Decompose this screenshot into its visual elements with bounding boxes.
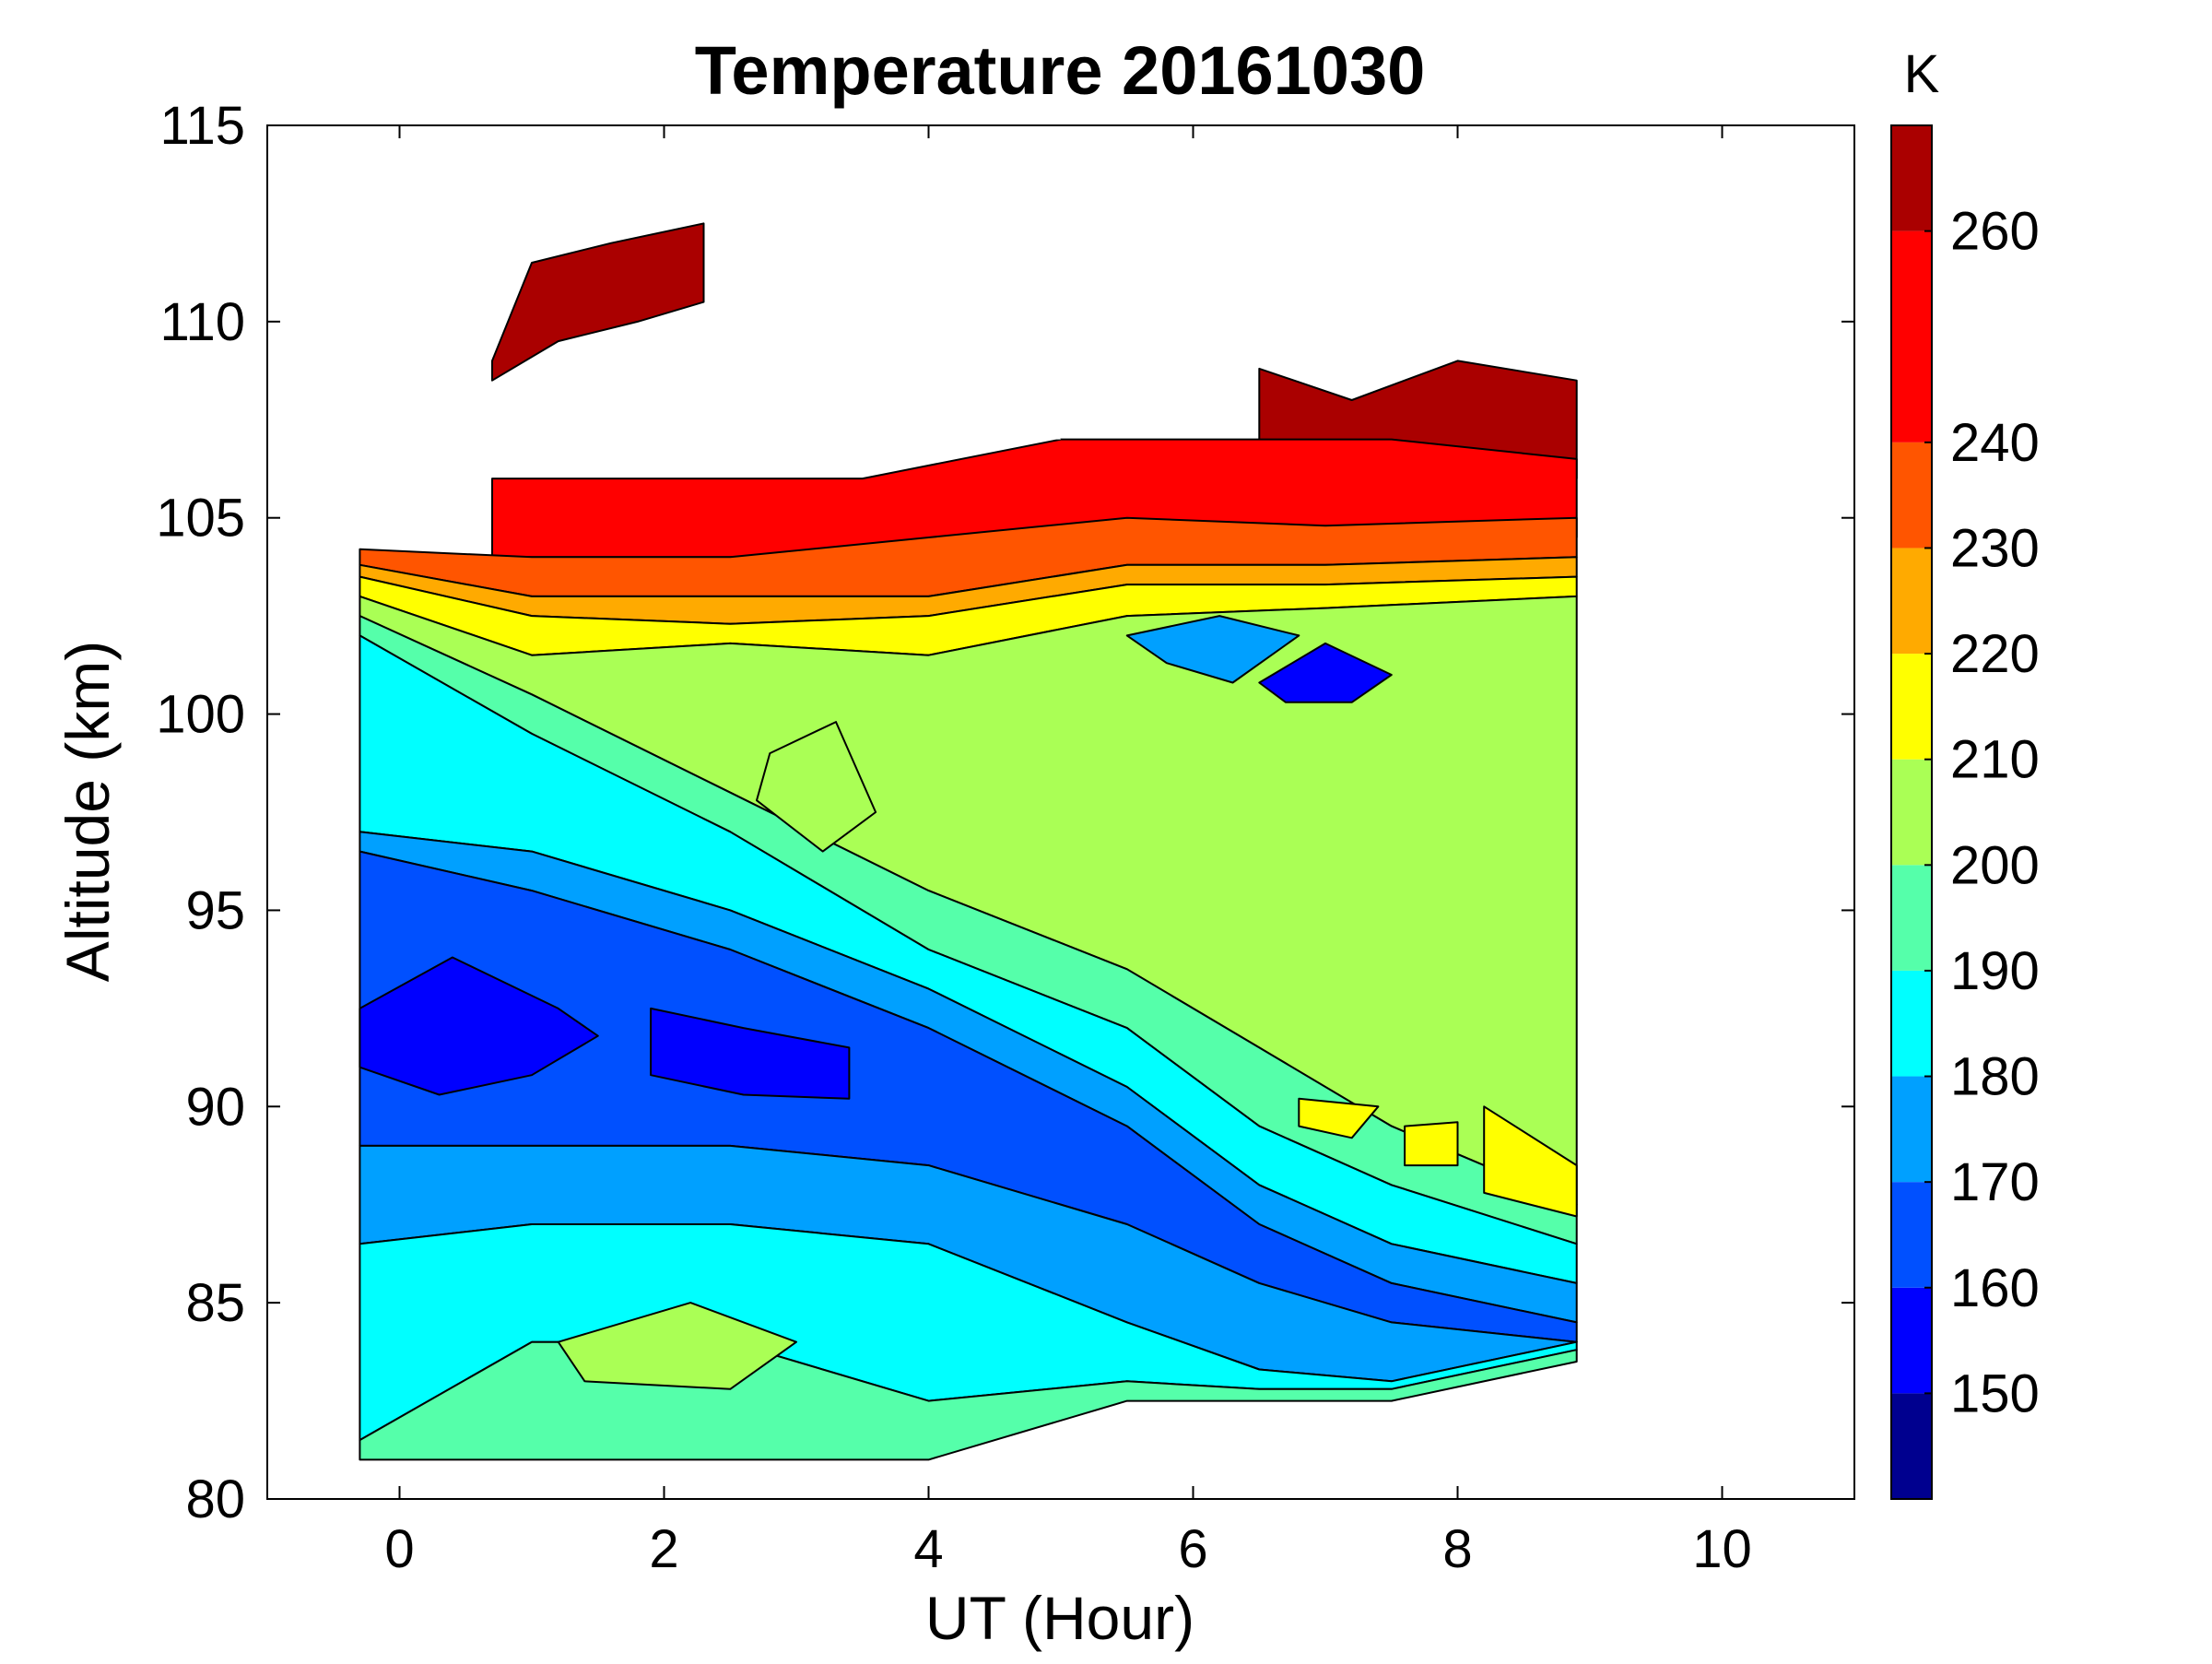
y-tick-label-105: 105 xyxy=(156,489,245,549)
colorbar: 150 160 170 180 190 200 210 220 230 240 260 xyxy=(1890,124,2040,1500)
plot-area xyxy=(359,222,1578,1461)
x-axis-label: UT (Hour) xyxy=(925,1584,1194,1652)
missing-data-hole-1 xyxy=(928,419,1061,440)
chart-title: Temperature 20161030 xyxy=(695,32,1426,109)
missing-data-hole-0 xyxy=(518,388,598,448)
colorbar-tick-label-230: 230 xyxy=(1950,518,2040,578)
colorbar-label: K xyxy=(1904,44,1940,104)
colorbar-tick-label-220: 220 xyxy=(1950,624,2040,684)
colorbar-tick-label-160: 160 xyxy=(1950,1258,2040,1318)
colorbar-tick-label-200: 200 xyxy=(1950,835,2040,895)
contour-blob-4 xyxy=(756,721,877,853)
colorbar-segment-210 xyxy=(1891,654,1932,760)
colorbar-tick-label-170: 170 xyxy=(1950,1152,2040,1212)
x-tick-label-8: 8 xyxy=(1442,1519,1472,1579)
colorbar-segment-240 xyxy=(1891,230,1932,443)
y-tick-label-110: 110 xyxy=(160,292,245,352)
colorbar-segment-150 xyxy=(1891,1287,1932,1394)
y-tick-label-85: 85 xyxy=(185,1273,245,1333)
contour-blob-3 xyxy=(1125,615,1300,684)
x-tick-label-0: 0 xyxy=(384,1519,414,1579)
x-tick-label-4: 4 xyxy=(913,1519,943,1579)
y-axis-label: Altitude (km) xyxy=(53,641,122,982)
colorbar-segment-190 xyxy=(1891,865,1932,971)
colorbar-tick-label-180: 180 xyxy=(1950,1047,2040,1107)
colorbar-segment-180 xyxy=(1891,970,1932,1077)
colorbar-tick-label-190: 190 xyxy=(1950,941,2040,1001)
contour-blob-6 xyxy=(1298,1097,1380,1139)
contour-blob-7 xyxy=(1404,1121,1459,1167)
colorbar-tick-label-210: 210 xyxy=(1950,730,2040,790)
y-tick-label-100: 100 xyxy=(156,685,245,745)
y-tick-label-80: 80 xyxy=(185,1469,245,1529)
colorbar-segment-230 xyxy=(1891,442,1932,549)
y-axis: 80 85 90 95 100 105 110 115 xyxy=(156,96,1854,1529)
y-tick-label-95: 95 xyxy=(185,880,245,940)
colorbar-segment-170 xyxy=(1891,1076,1932,1183)
colorbar-segment-140 xyxy=(1891,1393,1932,1499)
colorbar-segment-220 xyxy=(1891,548,1932,655)
contour-blob-2 xyxy=(1258,642,1393,703)
colorbar-segment-160 xyxy=(1891,1182,1932,1288)
contour-band-0 xyxy=(491,222,705,382)
contour-blob-1 xyxy=(650,1007,851,1100)
colorbar-tick-label-150: 150 xyxy=(1950,1363,2040,1423)
contour-blob-8 xyxy=(1483,1105,1578,1218)
colorbar-segment-200 xyxy=(1891,759,1932,866)
x-axis: 0 2 4 6 8 10 xyxy=(384,125,1752,1579)
x-tick-label-10: 10 xyxy=(1692,1519,1752,1579)
x-tick-label-2: 2 xyxy=(649,1519,678,1579)
plot-frame xyxy=(266,124,1855,1500)
x-tick-label-6: 6 xyxy=(1178,1519,1207,1579)
colorbar-segment-260 xyxy=(1891,125,1932,231)
colorbar-tick-label-240: 240 xyxy=(1950,413,2040,473)
contour-blob-5 xyxy=(557,1302,797,1390)
y-tick-label-90: 90 xyxy=(185,1077,245,1137)
colorbar-frame xyxy=(1890,124,1933,1500)
contour-blob-0 xyxy=(359,956,599,1096)
y-tick-label-115: 115 xyxy=(160,96,245,156)
colorbar-tick-label-260: 260 xyxy=(1950,202,2040,262)
